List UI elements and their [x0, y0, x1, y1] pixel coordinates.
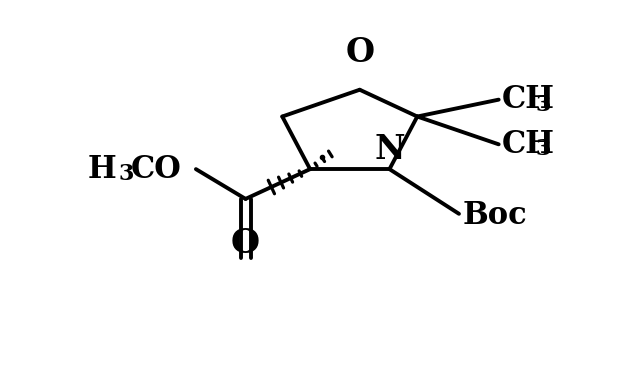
- Text: CO: CO: [131, 154, 181, 185]
- Text: CH: CH: [502, 129, 555, 160]
- Text: CH: CH: [502, 84, 555, 115]
- Text: N: N: [374, 133, 404, 166]
- Text: 3: 3: [536, 138, 551, 160]
- Text: H: H: [88, 154, 116, 185]
- Text: O: O: [345, 36, 374, 69]
- Text: 3: 3: [118, 163, 134, 185]
- Text: O: O: [231, 227, 260, 260]
- Text: Boc: Boc: [463, 200, 528, 231]
- Text: 3: 3: [536, 94, 551, 116]
